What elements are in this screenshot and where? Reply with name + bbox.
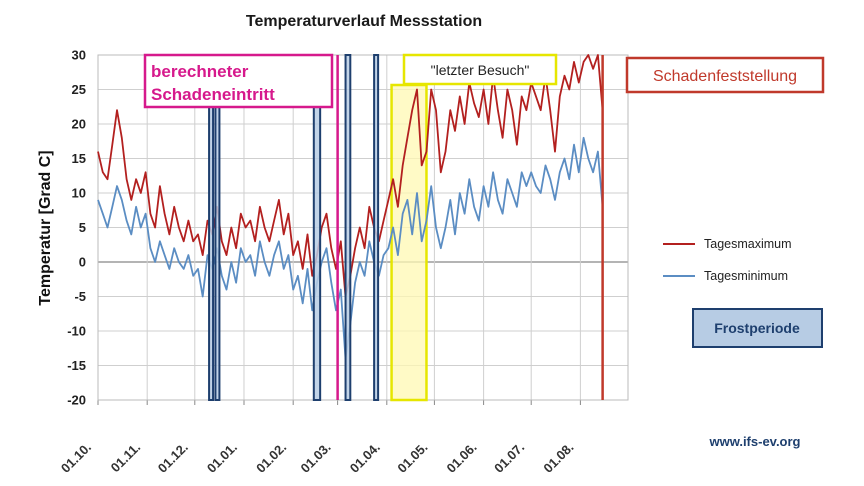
letzter-besuch-box	[402, 53, 558, 86]
y-tick-label: 15	[72, 151, 86, 166]
y-tick-label: -10	[67, 324, 86, 339]
y-axis-label: Temperatur [Grad C]	[37, 150, 54, 305]
letzter-besuch-annotation: "letzter Besuch"	[402, 53, 558, 86]
x-tick-label: 01.06.	[444, 440, 480, 476]
x-tick-label: 01.10.	[58, 440, 94, 476]
y-tick-label: 20	[72, 117, 86, 132]
legend-max-label: Tagesmaximum	[704, 237, 792, 251]
frost-period-bar	[344, 54, 352, 401]
y-tick-label: -5	[74, 289, 86, 304]
frost-period-bar	[373, 54, 380, 401]
x-tick-label: 01.02.	[253, 440, 289, 476]
x-tick-label: 01.11.	[108, 440, 144, 476]
legend: Tagesmaximum Tagesminimum	[663, 237, 792, 283]
chart-title: Temperaturverlauf Messstation	[246, 13, 482, 30]
schadenfeststellung-box	[625, 56, 825, 94]
legend-min-label: Tagesminimum	[704, 269, 788, 283]
frostperiode-swatch	[692, 308, 823, 348]
schadeneintritt-box	[143, 53, 334, 109]
watermark: www.ifs-ev.org	[708, 434, 800, 449]
x-tick-label: 01.03.	[298, 440, 334, 476]
x-tick-label: 01.04.	[347, 440, 383, 476]
y-tick-label: 30	[72, 48, 86, 63]
x-tick-label: 01.12.	[155, 440, 191, 476]
schadenfeststellung-label: Schadenfeststellung	[653, 68, 797, 85]
x-tick-label: 01.01.	[204, 440, 240, 476]
x-tick-label: 01.05.	[394, 440, 430, 476]
x-tick-label: 01.08.	[540, 440, 576, 476]
x-tick-labels: 01.10. 01.11. 01.12. 01.01. 01.02. 01.03. 01.0…	[58, 440, 577, 476]
schadeneintritt-label-line1: berechneter	[151, 62, 249, 81]
frostperiode-label: Frostperiode	[714, 320, 800, 336]
letzter-besuch-label: "letzter Besuch"	[431, 62, 530, 78]
frostperiode-legend: Frostperiode	[692, 308, 823, 348]
y-tick-label: 5	[79, 220, 86, 235]
y-tick-label: -20	[67, 393, 86, 408]
schadenfeststellung-annotation: Schadenfeststellung	[625, 56, 825, 94]
x-tick-label: 01.07.	[491, 440, 527, 476]
y-tick-label: 0	[79, 255, 86, 270]
y-tick-label: -15	[67, 358, 86, 373]
schadeneintritt-label-line2: Schadeneintritt	[151, 85, 275, 104]
y-tick-label: 25	[72, 82, 86, 97]
y-tick-label: 10	[72, 186, 86, 201]
y-tick-labels: 30 25 20 15 10 5 0 -5 -10 -15 -20	[67, 48, 86, 408]
schadeneintritt-annotation: berechneter Schadeneintritt	[143, 53, 334, 109]
plot-frame	[97, 54, 629, 401]
marker-layer	[336, 55, 604, 400]
